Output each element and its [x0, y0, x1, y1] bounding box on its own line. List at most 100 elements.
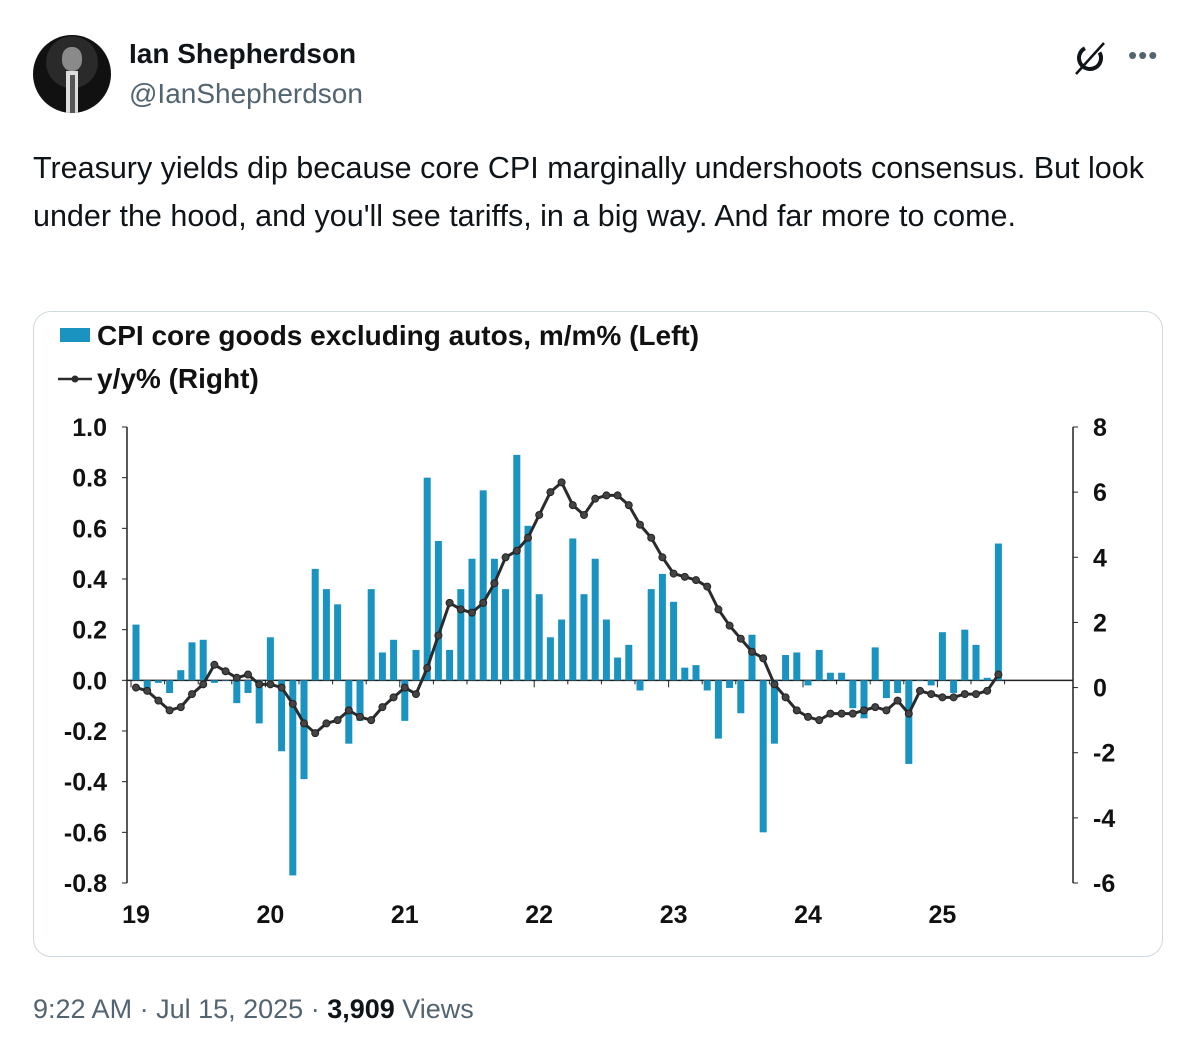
left-tick-label: -0.2	[64, 718, 107, 746]
yoy-point-31	[479, 598, 488, 607]
separator: ·	[303, 994, 328, 1024]
bar-26	[423, 477, 431, 681]
bar-76	[983, 677, 991, 681]
yoy-point-41	[591, 494, 600, 503]
yoy-point-51	[703, 582, 712, 591]
yoy-point-10	[244, 670, 252, 679]
yoy-point-68	[893, 696, 902, 705]
right-tick-label: 8	[1093, 414, 1107, 442]
yoy-point-3	[165, 706, 174, 715]
bar-65	[860, 680, 868, 719]
yoy-point-22	[378, 703, 387, 712]
bar-13	[278, 680, 286, 752]
bar-75	[972, 644, 980, 681]
yoy-point-67	[882, 706, 891, 715]
x-tick-label: 24	[794, 901, 822, 929]
left-tick-label: -0.6	[64, 819, 107, 847]
bar-7	[210, 680, 218, 683]
right-tick-label: -4	[1093, 805, 1115, 833]
yoy-point-15	[300, 719, 308, 728]
bar-63	[838, 672, 846, 681]
yoy-point-57	[770, 680, 779, 689]
tweet-time[interactable]: 9:22 AM	[33, 994, 133, 1024]
yoy-point-20	[356, 712, 364, 721]
yoy-point-12	[266, 680, 275, 689]
yoy-point-34	[512, 546, 521, 555]
bar-28	[446, 649, 454, 681]
yoy-point-21	[367, 716, 376, 725]
bar-35	[524, 525, 532, 681]
bar-20	[356, 680, 364, 721]
yoy-point-8	[221, 667, 230, 676]
yoy-point-9	[232, 673, 241, 682]
bar-66	[871, 647, 879, 681]
chart: CPI core goods excluding autos, m/m% (Le…	[58, 320, 1115, 929]
grok-icon[interactable]	[1072, 40, 1108, 76]
bar-54	[737, 680, 745, 714]
bar-30	[468, 558, 476, 681]
legend-line-marker	[71, 375, 79, 383]
author-handle[interactable]: @IanShepherdson	[129, 78, 363, 109]
yoy-point-74	[960, 690, 969, 699]
avatar[interactable]	[33, 35, 111, 113]
left-tick-label: 0.4	[72, 566, 107, 594]
yoy-point-19	[344, 706, 353, 715]
bar-68	[894, 680, 902, 693]
right-tick-label: 0	[1093, 675, 1107, 703]
yoy-point-36	[535, 510, 544, 519]
author-name[interactable]: Ian Shepherdson	[129, 38, 357, 69]
bar-62	[826, 672, 834, 681]
right-tick-label: -6	[1093, 870, 1115, 898]
bar-49	[681, 667, 689, 681]
yoy-point-40	[580, 510, 588, 519]
bar-73	[950, 680, 958, 693]
left-tick-label: 0.8	[72, 465, 107, 493]
bar-9	[233, 680, 241, 704]
x-tick-label: 20	[256, 901, 284, 929]
x-tick-label: 21	[391, 901, 419, 929]
more-icon[interactable]: •••	[1128, 40, 1159, 70]
yoy-point-76	[983, 686, 992, 695]
yoy-point-42	[602, 491, 611, 500]
yoy-point-35	[524, 533, 532, 542]
bar-36	[535, 594, 543, 681]
bar-53	[726, 680, 734, 688]
bar-59	[793, 652, 801, 681]
yoy-point-5	[188, 690, 196, 699]
bar-31	[479, 490, 487, 681]
right-tick-label: 4	[1093, 544, 1107, 572]
bar-22	[378, 652, 386, 681]
bar-39	[569, 538, 577, 681]
legend-label-line: y/y% (Right)	[97, 363, 259, 394]
right-tick-label: 2	[1093, 609, 1107, 637]
bar-42	[602, 619, 610, 681]
bar-33	[502, 589, 510, 681]
bar-56	[759, 680, 767, 833]
yoy-point-48	[669, 569, 678, 578]
bar-32	[490, 558, 498, 681]
yoy-point-46	[647, 533, 656, 542]
views-count: 3,909	[327, 994, 395, 1024]
bar-15	[300, 680, 308, 780]
yoy-point-65	[860, 706, 868, 715]
bar-21	[367, 589, 375, 681]
yoy-point-13	[277, 683, 286, 692]
bar-29	[457, 589, 465, 681]
yoy-point-32	[490, 579, 499, 588]
bar-27	[434, 541, 442, 681]
yoy-point-7	[210, 660, 219, 669]
yoy-point-17	[322, 719, 331, 728]
tweet-date[interactable]: Jul 15, 2025	[156, 994, 304, 1024]
bar-50	[692, 665, 700, 681]
bar-8	[222, 680, 230, 681]
bar-18	[334, 604, 342, 681]
left-tick-label: 0.6	[72, 515, 107, 543]
bar-74	[961, 629, 969, 681]
left-tick-label: 1.0	[72, 414, 107, 442]
yoy-point-16	[311, 729, 320, 738]
bar-11	[255, 680, 263, 724]
left-tick-label: 0.0	[72, 667, 107, 695]
yoy-point-71	[927, 690, 936, 699]
chart-card[interactable]: CPI core goods excluding autos, m/m% (Le…	[33, 311, 1163, 957]
yoy-point-45	[636, 520, 644, 529]
